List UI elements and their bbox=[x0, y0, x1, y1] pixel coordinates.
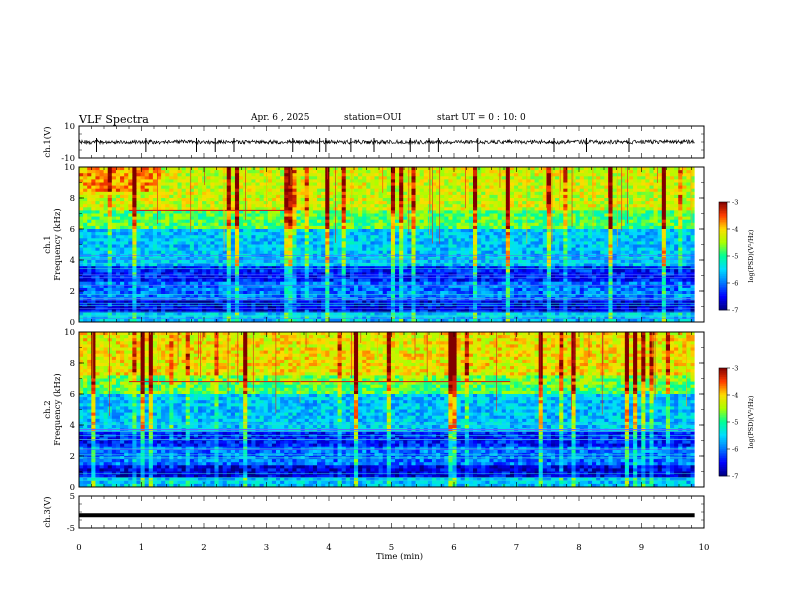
ch1-ytick-10: 10 bbox=[64, 122, 75, 132]
cbar1-tick-m6: -6 bbox=[732, 280, 738, 288]
ch3-ytick-m5: -5 bbox=[67, 524, 75, 534]
spec1-ytick-4: 4 bbox=[70, 256, 75, 266]
ch3-ytick-5: 5 bbox=[70, 492, 75, 502]
xtick-10: 10 bbox=[699, 543, 710, 553]
xtick-1: 1 bbox=[139, 543, 144, 553]
ch3-waveform-panel: 5 -5 ch.3(V) bbox=[42, 492, 705, 534]
cbar1-tick-m7: -7 bbox=[732, 307, 738, 315]
xtick-9: 9 bbox=[639, 543, 644, 553]
cbar2-tick-m5: -5 bbox=[732, 419, 738, 427]
spec1-ytick-10: 10 bbox=[64, 163, 75, 173]
spec1-ytick-2: 2 bbox=[70, 287, 75, 297]
cbar2-tick-m3: -3 bbox=[732, 365, 738, 373]
spec2-lines bbox=[79, 423, 695, 481]
spec2-ytick-10: 10 bbox=[64, 328, 75, 338]
ch1-trace bbox=[78, 138, 695, 146]
ch1-spectrogram-panel: 0 2 4 6 8 10 ch.1 Frequency (kHz) bbox=[43, 163, 705, 328]
spec2-ylabel-1: Frequency (kHz) bbox=[52, 373, 63, 445]
colorbar-ch1: -3 -4 -5 -6 -7 log(PSD)(V²/Hz) bbox=[718, 199, 755, 315]
cbar1-tick-m5: -5 bbox=[732, 253, 738, 261]
cbar1-label: log(PSD)(V²/Hz) bbox=[747, 229, 755, 282]
x-axis-label: Time (min) bbox=[376, 551, 423, 562]
ch3-ylabel: ch.3(V) bbox=[42, 496, 53, 527]
cbar2-tick-m4: -4 bbox=[732, 392, 738, 400]
colorbar-ch2: -3 -4 -5 -6 -7 log(PSD)(V²/Hz) bbox=[718, 365, 755, 481]
spec1-ytick-8: 8 bbox=[70, 194, 75, 204]
spec1-ylabel-1: Frequency (kHz) bbox=[52, 208, 63, 280]
spec2-ytick-2: 2 bbox=[70, 452, 75, 462]
cbar2-tick-m7: -7 bbox=[732, 473, 738, 481]
xtick-2: 2 bbox=[201, 543, 206, 553]
ch1-ylabel: ch.1(V) bbox=[42, 126, 53, 157]
spec2-ytick-4: 4 bbox=[70, 421, 75, 431]
cbar2-tick-m6: -6 bbox=[732, 446, 738, 454]
ch2-spectrogram-panel: 0 2 4 6 8 10 ch.2 Frequency (kHz) bbox=[43, 328, 705, 493]
spec2-ytick-6: 6 bbox=[70, 390, 75, 400]
date-label: Apr. 6 , 2025 bbox=[251, 113, 310, 123]
xtick-0: 0 bbox=[76, 543, 81, 553]
cbar1-tick-m3: -3 bbox=[732, 199, 738, 207]
spec1-ytick-0: 0 bbox=[70, 318, 75, 328]
spec1-cells bbox=[79, 167, 696, 323]
xtick-3: 3 bbox=[264, 543, 269, 553]
xtick-5: 5 bbox=[389, 543, 394, 553]
xtick-8: 8 bbox=[576, 543, 581, 553]
cbar2-label: log(PSD)(V²/Hz) bbox=[747, 395, 755, 448]
xtick-6: 6 bbox=[451, 543, 456, 553]
spec1-lines bbox=[79, 255, 695, 320]
time-axis: 0 1 2 3 4 5 6 7 8 9 10 Time (min) bbox=[76, 543, 709, 562]
spec1-ylabel-0: ch.1 bbox=[43, 235, 53, 253]
station-label: station=OUI bbox=[344, 113, 402, 123]
xtick-7: 7 bbox=[514, 543, 519, 553]
start-time-label: start UT = 0 : 10: 0 bbox=[437, 113, 526, 123]
chart-title: VLF Spectra bbox=[79, 113, 149, 126]
cbar1-tick-m4: -4 bbox=[732, 226, 738, 234]
ch1-waveform-panel: 10 -10 ch.1(V) bbox=[42, 122, 705, 164]
xtick-4: 4 bbox=[326, 543, 331, 553]
spec2-ytick-8: 8 bbox=[70, 359, 75, 369]
spec2-ylabel-0: ch.2 bbox=[43, 400, 53, 418]
ch1-ytick-m10: -10 bbox=[61, 154, 75, 164]
spec1-ytick-6: 6 bbox=[70, 225, 75, 235]
spec2-cells bbox=[79, 332, 696, 488]
spec2-ytick-0: 0 bbox=[70, 483, 75, 493]
